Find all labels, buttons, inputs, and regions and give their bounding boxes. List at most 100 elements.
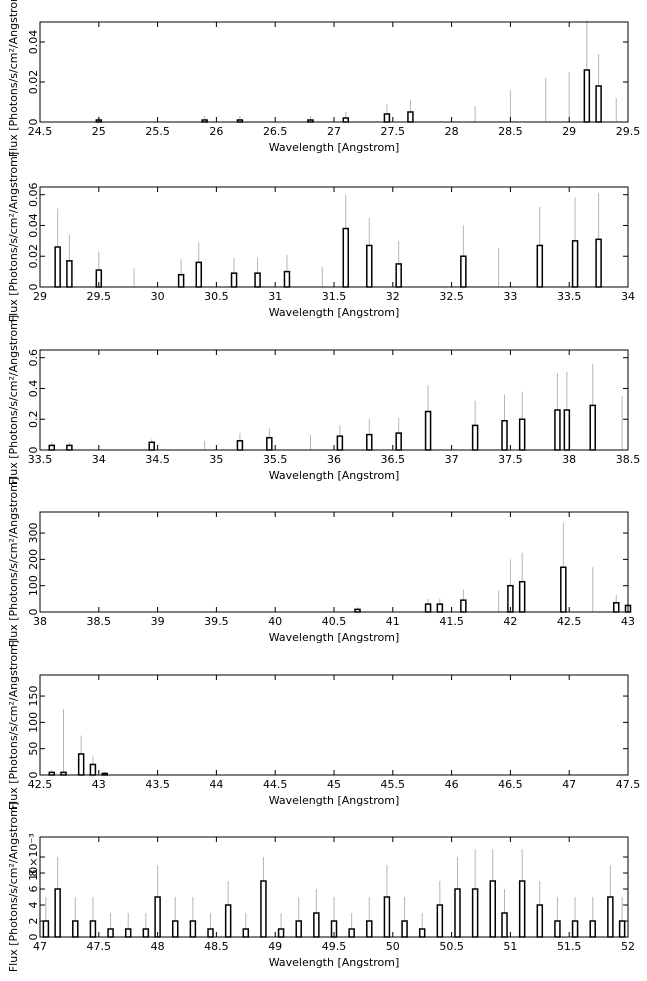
x-tick-label: 44.5	[263, 778, 288, 791]
bin	[571, 240, 579, 288]
x-tick-label: 48.5	[204, 940, 229, 953]
x-tick-label: 39	[151, 615, 165, 628]
bin	[171, 920, 179, 938]
x-tick-label: 41	[386, 615, 400, 628]
bin	[283, 270, 291, 288]
y-axis-label: Flux [Photons/s/cm²/Angstrom]	[7, 802, 20, 972]
bin	[589, 404, 596, 451]
x-tick-label: 27.5	[381, 125, 406, 138]
bin	[501, 912, 508, 938]
y-axis-label: Flux [Photons/s/cm²/Angstrom]	[7, 0, 20, 157]
bin	[266, 436, 273, 451]
plot-frame	[39, 674, 629, 776]
y-tick-label: 0.02	[27, 70, 40, 95]
bin	[454, 888, 461, 938]
plot-frame	[39, 511, 629, 613]
x-tick-label: 46.5	[498, 778, 523, 791]
y-tick-label: 0.2	[27, 410, 40, 428]
bin	[583, 69, 591, 123]
x-tick-label: 50.5	[439, 940, 464, 953]
bin	[595, 85, 602, 123]
bin	[48, 444, 56, 451]
bin	[342, 227, 350, 288]
bin	[612, 602, 620, 613]
x-tick-label: 36	[327, 453, 341, 466]
x-tick-label: 33.5	[28, 453, 53, 466]
x-tick-label: 44	[209, 778, 223, 791]
bin	[366, 920, 373, 938]
y-tick-label: 100	[27, 575, 40, 596]
x-tick-label: 32.5	[439, 290, 464, 303]
bin	[195, 261, 203, 288]
x-tick-label: 38	[562, 453, 576, 466]
x-tick-label: 51	[503, 940, 517, 953]
y-tick-label: 10×10⁻³	[27, 833, 40, 880]
y-axis-label: Flux [Photons/s/cm²/Angstrom]	[7, 152, 20, 322]
x-tick-label: 25	[92, 125, 106, 138]
bin	[336, 435, 344, 451]
x-tick-label: 27	[327, 125, 341, 138]
x-tick-label: 30.5	[204, 290, 229, 303]
x-tick-label: 35.5	[263, 453, 288, 466]
y-tick-label: 300	[27, 523, 40, 544]
x-tick-label: 26	[209, 125, 223, 138]
x-tick-label: 40.5	[322, 615, 347, 628]
x-tick-label: 38.5	[616, 453, 641, 466]
bin	[154, 896, 161, 938]
y-tick-label: 200	[27, 549, 40, 570]
bin	[277, 928, 285, 938]
bin	[595, 238, 602, 288]
bin	[395, 432, 402, 451]
bin	[348, 928, 355, 938]
bin	[313, 912, 320, 938]
bin	[342, 117, 350, 123]
x-tick-label: 50	[386, 940, 400, 953]
x-tick-label: 32	[386, 290, 400, 303]
x-tick-label: 26.5	[263, 125, 288, 138]
x-tick-label: 33.5	[557, 290, 582, 303]
x-tick-label: 47	[562, 778, 576, 791]
x-tick-label: 34.5	[145, 453, 170, 466]
y-tick-label: 6	[27, 886, 40, 893]
bin	[236, 440, 244, 451]
bin	[54, 888, 61, 938]
bin	[563, 409, 571, 451]
bin	[489, 880, 497, 938]
bin	[72, 920, 79, 938]
x-tick-label: 39.5	[204, 615, 229, 628]
x-tick-label: 37	[445, 453, 459, 466]
bin	[418, 928, 426, 938]
bin	[66, 260, 73, 288]
x-axis-label: Wavelength [Angstrom]	[269, 141, 400, 154]
y-tick-label: 0	[27, 772, 40, 779]
y-axis-label: Flux [Photons/s/cm²/Angstrom]	[7, 477, 20, 647]
bin	[401, 920, 408, 938]
x-tick-label: 28.5	[498, 125, 523, 138]
y-tick-label: 0.04	[27, 213, 40, 238]
y-tick-label: 100	[27, 712, 40, 733]
bin	[589, 920, 596, 938]
x-tick-label: 29	[33, 290, 47, 303]
bin	[207, 928, 214, 938]
bin	[242, 928, 250, 938]
bin	[383, 113, 391, 123]
x-axis-label: Wavelength [Angstrom]	[269, 794, 400, 807]
bin	[366, 244, 373, 288]
x-axis-label: Wavelength [Angstrom]	[269, 956, 400, 969]
bin	[518, 418, 526, 451]
y-tick-label: 0.02	[27, 244, 40, 269]
bin	[230, 272, 238, 288]
bin	[471, 888, 479, 938]
plot-frame	[39, 21, 629, 123]
x-tick-label: 43.5	[145, 778, 170, 791]
x-tick-label: 45.5	[381, 778, 406, 791]
y-tick-label: 4	[27, 902, 40, 909]
bin	[471, 424, 479, 451]
y-tick-label: 0.04	[27, 30, 40, 55]
x-tick-label: 42.5	[28, 778, 53, 791]
bin	[77, 753, 85, 776]
bin	[66, 444, 73, 451]
bin	[142, 928, 150, 938]
y-tick-label: 0	[27, 609, 40, 616]
